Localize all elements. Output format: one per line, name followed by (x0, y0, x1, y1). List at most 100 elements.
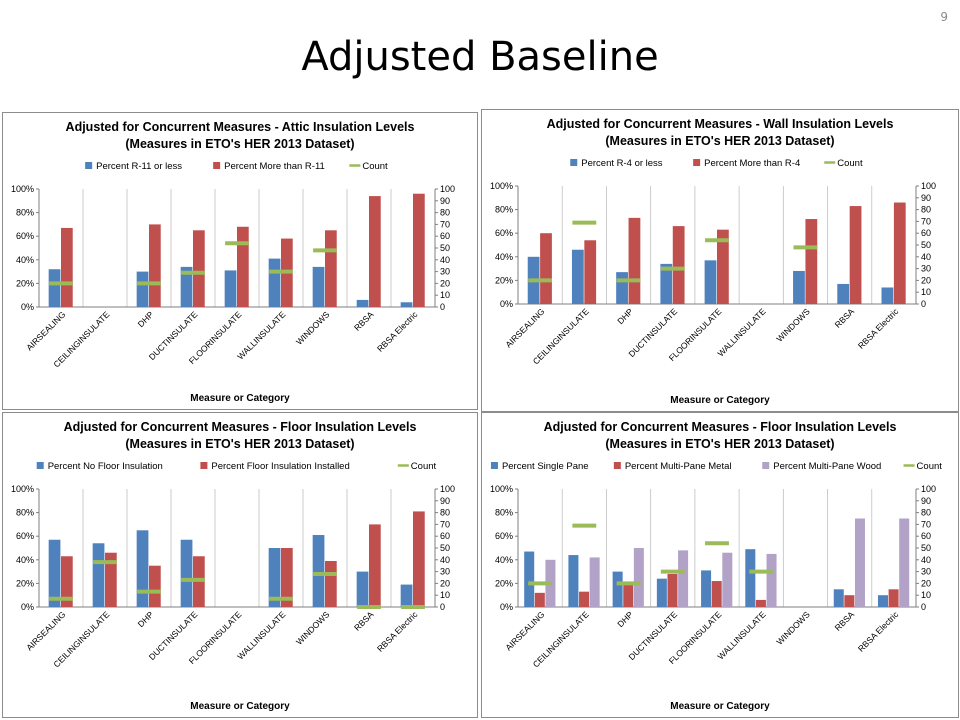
category-label-airsealing: AIRSEALING (503, 609, 546, 652)
legend-swatch-percent-more-than-r-11 (213, 162, 221, 169)
legend-label-count: Count (917, 461, 943, 472)
y2-tick-label: 100 (440, 484, 455, 494)
legend-label-percent-no-floor-insulation: Percent No Floor Insulation (48, 461, 163, 472)
y2-tick-label: 40 (440, 255, 450, 265)
series-count (49, 241, 337, 286)
y2-tick-label: 0 (921, 299, 926, 309)
y2-tick-label: 30 (921, 567, 931, 577)
bar-percent-multi-pane-wood-floorinsulate (722, 552, 733, 607)
bar-percent-r-11-or-less-floorinsulate (224, 270, 237, 307)
y2-tick-label: 30 (921, 264, 931, 274)
bar-percent-multi-pane-wood-ceilinginsulate (589, 557, 600, 607)
y-tick-label: 60% (495, 228, 513, 238)
y2-tick-label: 80 (440, 208, 450, 218)
category-label-rbsa-electric: RBSA Electric (375, 609, 420, 654)
legend-swatch-percent-r-11-or-less (85, 162, 93, 169)
y2-tick-label: 50 (921, 543, 931, 553)
category-label-wallinsulate: WALLINSULATE (715, 609, 767, 661)
y-tick-label: 100% (11, 184, 34, 194)
y2-tick-label: 60 (440, 231, 450, 241)
bar-percent-more-than-r-4-ductinsulate (672, 226, 685, 304)
y2-tick-label: 60 (921, 228, 931, 238)
chart-svg: Adjusted for Concurrent Measures - Floor… (490, 420, 943, 712)
bar-percent-more-than-r-4-windows (805, 219, 818, 304)
y2-tick-label: 20 (921, 275, 931, 285)
chart-subtitle: (Measures in ETO's HER 2013 Dataset) (605, 134, 834, 148)
bar-percent-no-floor-insulation-dhp (136, 530, 149, 607)
y-tick-label: 20% (495, 275, 513, 285)
y-tick-label: 0% (21, 302, 34, 312)
category-label-dhp: DHP (136, 609, 156, 629)
bar-percent-r-11-or-less-windows (312, 266, 325, 307)
bar-percent-floor-insulation-installed-airsealing (61, 556, 73, 607)
y2-tick-label: 10 (440, 290, 450, 300)
legend-label-count: Count (411, 461, 437, 472)
category-label-rbsa-electric: RBSA Electric (856, 609, 901, 654)
category-label-windows: WINDOWS (294, 309, 332, 347)
slide-title: Adjusted Baseline (301, 34, 659, 80)
category-label-rbsa-electric: RBSA Electric (856, 306, 901, 351)
category-label-wallinsulate: WALLINSULATE (235, 609, 287, 661)
chart-floor-insulation: Adjusted for Concurrent Measures - Floor… (2, 412, 478, 718)
chart-subtitle: (Measures in ETO's HER 2013 Dataset) (125, 137, 354, 151)
y-tick-label: 40% (495, 252, 513, 262)
y-tick-label: 20% (16, 578, 34, 588)
bar-percent-no-floor-insulation-airsealing (48, 539, 61, 607)
y2-tick-label: 80 (921, 205, 931, 215)
bar-percent-multi-pane-metal-floorinsulate (711, 581, 722, 607)
legend-label-count: Count (362, 161, 388, 172)
series-count (528, 220, 818, 283)
page-number: 9 (940, 10, 948, 24)
chart-svg: Adjusted for Concurrent Measures - Floor… (11, 420, 455, 712)
bar-percent-r-11-or-less-rbsa (356, 299, 369, 307)
series-percent-floor-insulation-installed (61, 511, 425, 607)
y2-tick-label: 80 (440, 508, 450, 518)
y2-tick-label: 90 (440, 496, 450, 506)
series-percent-more-than-r-4 (540, 202, 906, 304)
series-percent-single-pane (524, 549, 888, 607)
chart-subtitle: (Measures in ETO's HER 2013 Dataset) (125, 437, 354, 451)
bar-percent-more-than-r-4-rbsa (849, 206, 862, 304)
bar-percent-more-than-r-11-dhp (149, 224, 161, 307)
bar-percent-r-4-or-less-floorinsulate (704, 260, 717, 304)
series-count (49, 560, 425, 609)
chart-title: Adjusted for Concurrent Measures - Floor… (544, 420, 897, 434)
category-label-windows: WINDOWS (294, 609, 332, 647)
bar-percent-more-than-r-4-floorinsulate (717, 229, 729, 304)
bar-percent-single-pane-ceilinginsulate (568, 555, 579, 607)
legend: Percent R-11 or less Percent More than R-… (85, 161, 388, 172)
bar-percent-no-floor-insulation-windows (312, 535, 325, 607)
x-axis-label: Measure or Category (190, 393, 290, 404)
y2-tick-label: 70 (440, 219, 450, 229)
category-label-airsealing: AIRSEALING (24, 309, 67, 352)
legend-swatch-percent-r-4-or-less (570, 159, 578, 166)
legend-swatch-percent-floor-insulation-installed (200, 462, 208, 469)
bar-percent-r-4-or-less-windows (793, 270, 805, 304)
bar-percent-floor-insulation-installed-rbsa-electric (413, 511, 425, 607)
bar-percent-no-floor-insulation-ductinsulate (180, 539, 193, 607)
y-tick-label: 0% (500, 299, 513, 309)
legend-swatch-percent-multi-pane-metal (613, 462, 621, 469)
category-label-airsealing: AIRSEALING (503, 306, 546, 349)
bar-percent-no-floor-insulation-rbsa-electric (400, 584, 413, 607)
legend-swatch-percent-single-pane (490, 462, 498, 469)
category-label-dhp: DHP (136, 309, 156, 329)
y2-tick-label: 50 (440, 243, 450, 253)
y2-tick-label: 40 (440, 555, 450, 565)
category-label-dhp: DHP (615, 306, 635, 326)
y-tick-label: 60% (495, 531, 513, 541)
legend-label-percent-more-than-r-4: Percent More than R-4 (704, 158, 800, 169)
series-percent-r-11-or-less (48, 258, 413, 307)
bar-percent-more-than-r-11-rbsa (369, 196, 381, 307)
bar-percent-multi-pane-metal-ceilinginsulate (579, 591, 590, 607)
y-tick-label: 20% (495, 578, 513, 588)
x-axis-label: Measure or Category (670, 395, 770, 406)
y-tick-label: 80% (495, 205, 513, 215)
y2-tick-label: 0 (440, 602, 445, 612)
chart-title: Adjusted for Concurrent Measures - Wall … (547, 117, 894, 131)
y2-tick-label: 90 (921, 193, 931, 203)
bar-percent-r-11-or-less-rbsa-electric (400, 302, 413, 307)
chart-svg: Adjusted for Concurrent Measures - Attic… (11, 120, 455, 404)
y2-tick-label: 20 (440, 578, 450, 588)
bar-percent-more-than-r-11-windows (325, 230, 337, 307)
